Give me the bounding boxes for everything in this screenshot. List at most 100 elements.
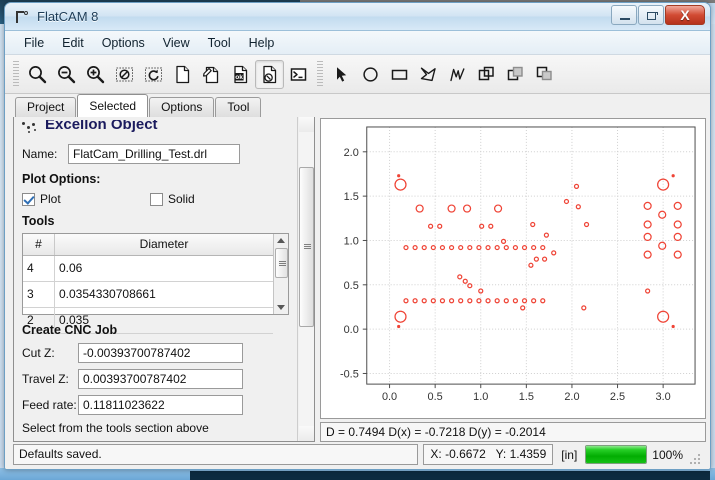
polygon-icon[interactable] — [414, 60, 443, 89]
tab-project[interactable]: Project — [15, 97, 77, 117]
tools-scrollbar-thumb[interactable] — [274, 248, 288, 278]
ok-file-icon[interactable]: ok — [226, 60, 255, 89]
svg-text:3.0: 3.0 — [656, 391, 671, 403]
travel-z-input[interactable] — [78, 369, 243, 389]
delete-file-icon[interactable] — [255, 59, 284, 89]
flatcam-logo-icon — [12, 8, 30, 26]
desktop-top-line — [300, 0, 715, 3]
column-header-diameter: Diameter — [139, 237, 189, 251]
scroll-up-icon[interactable] — [275, 234, 288, 247]
menu-view[interactable]: View — [162, 35, 190, 50]
toolbar-grip-right[interactable] — [317, 61, 323, 87]
svg-text:0.0: 0.0 — [382, 391, 397, 403]
polyline-icon[interactable] — [443, 60, 472, 89]
svg-text:0.5: 0.5 — [344, 280, 359, 292]
feed-rate-label: Feed rate: — [22, 398, 77, 412]
menu-tool[interactable]: Tool — [207, 35, 231, 50]
plot-canvas[interactable]: 0.0 0.5 1.0 1.5 2.0 2.5 3.0 -0.5 0.0 0.5 1.0 1.5 2.0 — [320, 118, 706, 419]
cursor-coordinates: X: -0.6672 Y: 1.4359 — [423, 444, 554, 465]
svg-text:1.0: 1.0 — [473, 391, 488, 403]
maximize-button[interactable] — [638, 5, 664, 25]
svg-text:-0.5: -0.5 — [340, 368, 359, 380]
window-controls: X — [611, 5, 705, 25]
cut-z-row: Cut Z: — [22, 343, 289, 363]
replot-icon[interactable] — [139, 60, 168, 89]
zoom-fit-icon[interactable] — [23, 60, 52, 89]
subtract-icon[interactable] — [530, 60, 559, 89]
cell-number: 3 — [23, 282, 55, 307]
plot-options-label: Plot Options: — [22, 172, 101, 186]
svg-text:2.5: 2.5 — [610, 391, 625, 403]
travel-z-row: Travel Z: — [22, 369, 289, 389]
panel-scrollbar[interactable] — [297, 117, 314, 441]
tab-bar: Project Selected Options Tool — [5, 94, 710, 117]
name-label: Name: — [22, 147, 58, 161]
panel-scroll-up-icon[interactable] — [298, 117, 314, 132]
svg-text:0.0: 0.0 — [344, 324, 359, 336]
menu-file[interactable]: File — [24, 35, 45, 50]
svg-text:1.5: 1.5 — [344, 191, 359, 203]
terminal-icon[interactable] — [284, 60, 313, 89]
progress-bar — [585, 445, 648, 464]
select-arrow-icon[interactable] — [327, 60, 356, 89]
zoom-in-icon[interactable] — [81, 60, 110, 89]
svg-text:1.0: 1.0 — [344, 235, 359, 247]
menu-edit[interactable]: Edit — [62, 35, 84, 50]
resize-grip-icon[interactable] — [690, 452, 702, 464]
clear-plot-icon[interactable] — [110, 60, 139, 89]
excellon-drill-icon — [22, 121, 39, 135]
rectangle-icon[interactable] — [385, 60, 414, 89]
svg-text:0.5: 0.5 — [428, 391, 443, 403]
cell-number: 2 — [23, 308, 55, 333]
new-file-icon[interactable] — [168, 60, 197, 89]
solid-checkbox-label: Solid — [168, 192, 195, 206]
scatter-plot: 0.0 0.5 1.0 1.5 2.0 2.5 3.0 -0.5 0.0 0.5 1.0 1.5 2.0 — [340, 126, 696, 403]
object-name-input[interactable] — [68, 144, 240, 164]
tab-selected[interactable]: Selected — [77, 94, 149, 117]
status-message: Defaults saved. — [13, 444, 419, 465]
cell-diameter: 0.035 — [59, 313, 90, 327]
tools-table-scrollbar[interactable] — [273, 234, 288, 314]
plot-checkbox[interactable] — [22, 192, 35, 206]
tab-options[interactable]: Options — [149, 97, 215, 117]
cut-z-input[interactable] — [78, 343, 243, 363]
edit-geometry-icon[interactable] — [197, 60, 226, 89]
union-icon[interactable] — [472, 60, 501, 89]
plot-panel: 0.0 0.5 1.0 1.5 2.0 2.5 3.0 -0.5 0.0 0.5 1.0 1.5 2.0… — [320, 117, 706, 442]
menu-options[interactable]: Options — [101, 35, 145, 50]
close-button[interactable]: X — [665, 5, 705, 25]
tools-label: Tools — [22, 214, 55, 228]
table-row[interactable]: 2 0.035 — [23, 308, 273, 334]
svg-text:ok: ok — [235, 74, 243, 81]
tools-table-header: # Diameter — [23, 234, 273, 256]
solid-checkbox[interactable] — [150, 192, 163, 206]
zoom-out-icon[interactable] — [52, 60, 81, 89]
progress-bar-fill — [586, 446, 647, 463]
tab-tool[interactable]: Tool — [215, 97, 262, 117]
application-window: FlatCAM 8 X File Edit Options View Tool … — [4, 2, 711, 470]
scroll-down-icon[interactable] — [275, 301, 288, 314]
svg-text:1.5: 1.5 — [519, 391, 534, 403]
distance-readout: D = 0.7494 D(x) = -0.7218 D(y) = -0.2014 — [320, 422, 706, 442]
intersection-icon[interactable] — [501, 60, 530, 89]
travel-z-label: Travel Z: — [22, 372, 69, 386]
panel-scrollbar-thumb[interactable] — [298, 167, 314, 327]
toolbar-grip-left[interactable] — [13, 61, 19, 87]
object-header: Excellon Object — [22, 120, 289, 137]
circle-icon[interactable] — [356, 60, 385, 89]
window-title: FlatCAM 8 — [37, 9, 99, 24]
panel-scroll-down-icon[interactable] — [298, 426, 314, 441]
column-header-number: # — [23, 234, 55, 255]
panel-scroll-track[interactable] — [298, 132, 314, 426]
cell-diameter: 0.06 — [59, 261, 83, 275]
table-row[interactable]: 3 0.0354330708661 — [23, 282, 273, 308]
feed-rate-input[interactable] — [78, 395, 243, 415]
table-row[interactable]: 4 0.06 — [23, 256, 273, 282]
units-label: [in] — [561, 447, 578, 462]
minimize-button[interactable] — [611, 5, 637, 25]
plot-options-row: Plot Solid — [22, 192, 289, 206]
menu-help[interactable]: Help — [248, 35, 275, 50]
close-icon: X — [680, 7, 690, 23]
progress-percent: 100% — [652, 447, 683, 462]
tools-hint: Select from the tools section above — [22, 421, 209, 435]
